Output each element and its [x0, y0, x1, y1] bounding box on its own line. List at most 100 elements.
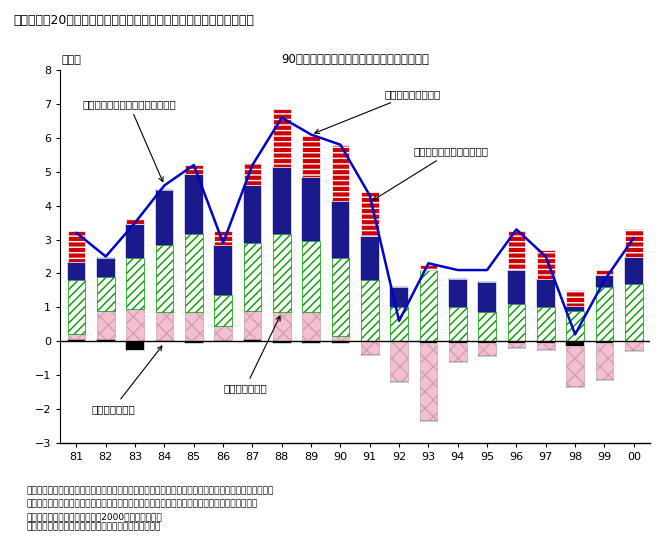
Bar: [127, 309, 144, 341]
Text: ３．推計方法については、付注３－６を参照。: ３．推計方法については、付注３－６を参照。: [27, 523, 161, 532]
Bar: [361, 341, 379, 355]
Bar: [449, 341, 466, 343]
Text: 資本投入の寄与: 資本投入の寄与: [223, 316, 280, 394]
Bar: [419, 343, 438, 421]
Bar: [127, 258, 144, 309]
Bar: [478, 343, 496, 356]
Bar: [478, 312, 496, 341]
Bar: [449, 279, 466, 307]
Bar: [566, 341, 584, 346]
Bar: [214, 245, 232, 295]
Bar: [625, 284, 643, 341]
Bar: [566, 346, 584, 387]
Bar: [97, 258, 115, 277]
Bar: [596, 275, 613, 287]
Bar: [302, 177, 320, 241]
Bar: [214, 295, 232, 326]
Bar: [127, 341, 144, 350]
Text: その他の要因の寄与: その他の要因の寄与: [315, 89, 441, 133]
Bar: [127, 219, 144, 224]
Bar: [302, 134, 320, 177]
Text: 実質付加価値（産業計）の成長率: 実質付加価値（産業計）の成長率: [82, 99, 176, 181]
Bar: [361, 192, 379, 236]
Bar: [361, 280, 379, 341]
Bar: [97, 340, 115, 341]
Bar: [508, 270, 525, 304]
Bar: [244, 340, 261, 341]
Bar: [508, 231, 525, 270]
Bar: [449, 343, 466, 361]
Bar: [302, 312, 320, 341]
Bar: [332, 258, 349, 336]
Bar: [419, 265, 438, 270]
Bar: [68, 334, 85, 340]
Bar: [391, 287, 408, 307]
Bar: [244, 310, 261, 340]
Text: ２．推計期間を８１～2000年としたもの。: ２．推計期間を８１～2000年としたもの。: [27, 512, 163, 521]
Bar: [566, 291, 584, 306]
Bar: [449, 307, 466, 341]
Bar: [478, 282, 496, 312]
Text: （備考）１．内閣府「国民経済計算」「民間企業資本ストック統計」、経済産業省「経済産業統計」、: （備考）１．内閣府「国民経済計算」「民間企業資本ストック統計」、経済産業省「経済…: [27, 486, 274, 495]
Text: 第３－２－20図　付加価値成長率に対する技術・知識ストックの寄与: 第３－２－20図 付加価値成長率に対する技術・知識ストックの寄与: [13, 14, 255, 26]
Text: （％）: （％）: [62, 55, 82, 65]
Bar: [185, 341, 202, 343]
Bar: [478, 341, 496, 343]
Bar: [97, 277, 115, 310]
Bar: [596, 287, 613, 341]
Bar: [566, 306, 584, 310]
Title: 90年代には技術・知識ストックの寄与が低下: 90年代には技術・知識ストックの寄与が低下: [281, 53, 429, 66]
Bar: [155, 312, 174, 341]
Bar: [273, 312, 291, 341]
Bar: [127, 224, 144, 258]
Bar: [68, 280, 85, 334]
Bar: [596, 270, 613, 275]
Bar: [273, 341, 291, 343]
Bar: [332, 145, 349, 201]
Bar: [508, 304, 525, 341]
Bar: [155, 245, 174, 312]
Bar: [391, 307, 408, 341]
Bar: [332, 201, 349, 258]
Bar: [68, 231, 85, 261]
Bar: [537, 343, 555, 350]
Text: 労働投入の寄与: 労働投入の寄与: [91, 346, 162, 414]
Bar: [302, 341, 320, 343]
Bar: [596, 341, 613, 343]
Bar: [537, 249, 555, 279]
Bar: [244, 163, 261, 185]
Bar: [508, 341, 525, 343]
Text: 技術・知識ストックの寄与: 技術・知識ストックの寄与: [373, 146, 489, 200]
Bar: [185, 312, 202, 341]
Bar: [391, 341, 408, 382]
Bar: [214, 231, 232, 245]
Bar: [273, 234, 291, 312]
Bar: [155, 191, 174, 245]
Bar: [185, 173, 202, 234]
Bar: [537, 307, 555, 341]
Bar: [273, 109, 291, 167]
Bar: [332, 336, 349, 341]
Bar: [419, 270, 438, 341]
Bar: [625, 230, 643, 256]
Bar: [68, 261, 85, 280]
Bar: [361, 236, 379, 280]
Bar: [68, 340, 85, 341]
Bar: [97, 310, 115, 340]
Bar: [508, 343, 525, 348]
Bar: [566, 310, 584, 341]
Bar: [185, 165, 202, 173]
Bar: [625, 256, 643, 284]
Bar: [244, 243, 261, 310]
Bar: [273, 167, 291, 234]
Bar: [537, 279, 555, 307]
Text: 厚生労働省「每月勤労統計調査」、総務省「科学技術研究調査報告」等により作成。: 厚生労働省「每月勤労統計調査」、総務省「科学技術研究調査報告」等により作成。: [27, 500, 258, 509]
Bar: [244, 185, 261, 243]
Bar: [625, 341, 643, 352]
Bar: [596, 343, 613, 380]
Bar: [537, 341, 555, 343]
Bar: [419, 341, 438, 343]
Bar: [185, 234, 202, 312]
Bar: [214, 326, 232, 341]
Bar: [302, 241, 320, 312]
